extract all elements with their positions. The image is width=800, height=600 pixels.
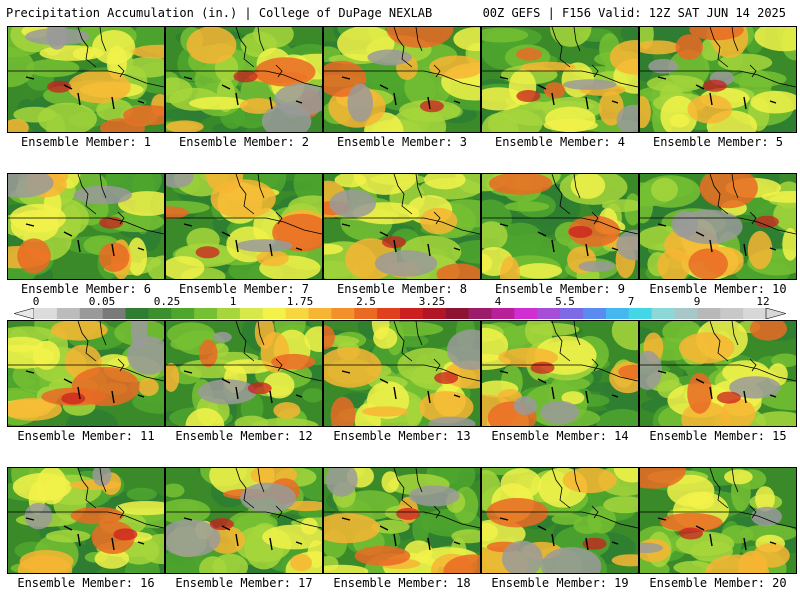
ensemble-member-label: Ensemble Member: 10 xyxy=(649,282,787,296)
ensemble-member-map xyxy=(165,467,323,574)
ensemble-member-map xyxy=(165,320,323,427)
model-valid-time: 00Z GEFS | F156 Valid: 12Z SAT JUN 14 20… xyxy=(482,6,786,20)
color-scale-tick-label: 0.05 xyxy=(88,295,116,308)
ensemble-member-label: Ensemble Member: 5 xyxy=(652,135,784,149)
ensemble-member-label: Ensemble Member: 15 xyxy=(649,429,787,443)
ensemble-member-map xyxy=(323,467,481,574)
color-scale-segment xyxy=(217,308,241,319)
color-scale-segment xyxy=(239,308,264,319)
ensemble-member-map xyxy=(323,26,481,133)
color-scale-segment xyxy=(400,308,424,319)
color-scale-segment xyxy=(651,308,676,319)
color-scale-tick-label: 5.5 xyxy=(555,295,575,308)
ensemble-member-map xyxy=(7,26,165,133)
ensemble-member-label: Ensemble Member: 6 xyxy=(20,282,152,296)
page-title: Precipitation Accumulation (in.) | Colle… xyxy=(6,6,433,20)
ensemble-member-map xyxy=(7,173,165,280)
ensemble-member-map xyxy=(323,320,481,427)
color-scale-segment xyxy=(34,308,58,319)
ensemble-member-label: Ensemble Member: 20 xyxy=(649,576,787,590)
ensemble-member-label: Ensemble Member: 13 xyxy=(333,429,471,443)
color-scale-tick-label: 4 xyxy=(494,295,502,308)
color-scale-segment xyxy=(422,308,447,319)
color-scale-tick-label: 7 xyxy=(627,295,635,308)
color-scale-segment xyxy=(468,308,493,319)
ensemble-member-label: Ensemble Member: 8 xyxy=(336,282,468,296)
ensemble-member-map xyxy=(639,26,797,133)
color-scale-segment xyxy=(491,308,515,319)
ensemble-member-label: Ensemble Member: 18 xyxy=(333,576,471,590)
color-scale-segment xyxy=(583,308,607,319)
color-scale-segment xyxy=(720,308,744,319)
ensemble-member-map xyxy=(7,320,165,427)
ensemble-member-map xyxy=(639,467,797,574)
color-scale-segment xyxy=(354,308,378,319)
color-scale-segment xyxy=(605,308,630,319)
ensemble-member-label: Ensemble Member: 7 xyxy=(178,282,310,296)
ensemble-member-label: Ensemble Member: 3 xyxy=(336,135,468,149)
ensemble-member-map xyxy=(481,320,639,427)
ensemble-member-label: Ensemble Member: 14 xyxy=(491,429,629,443)
color-scale-tick-label: 1.75 xyxy=(286,295,314,308)
color-scale-segment xyxy=(445,308,470,319)
color-scale-segment xyxy=(308,308,332,319)
color-scale-segment xyxy=(628,308,653,319)
ensemble-member-label: Ensemble Member: 19 xyxy=(491,576,629,590)
color-scale-segment xyxy=(171,308,195,319)
ensemble-member-map xyxy=(323,173,481,280)
ensemble-member-map xyxy=(481,467,639,574)
color-scale-tick-label: 3.25 xyxy=(418,295,446,308)
color-scale-tick-label: 12 xyxy=(756,295,770,308)
ensemble-member-label: Ensemble Member: 4 xyxy=(494,135,626,149)
ensemble-member-label: Ensemble Member: 1 xyxy=(20,135,152,149)
ensemble-member-map xyxy=(481,173,639,280)
ensemble-member-map xyxy=(165,26,323,133)
color-scale-segment xyxy=(560,308,584,319)
color-scale-segment xyxy=(331,308,355,319)
color-scale-segment xyxy=(194,308,218,319)
ensemble-member-label: Ensemble Member: 12 xyxy=(175,429,313,443)
color-scale-segment xyxy=(285,308,310,319)
color-scale-segment xyxy=(377,308,401,319)
color-scale-tick-label: 2.5 xyxy=(356,295,376,308)
ensemble-member-map xyxy=(7,467,165,574)
ensemble-member-label: Ensemble Member: 2 xyxy=(178,135,310,149)
color-scale-segment xyxy=(514,308,538,319)
color-scale-max-arrow xyxy=(765,308,786,319)
color-scale-segment xyxy=(125,308,149,319)
color-scale-segment xyxy=(56,308,81,319)
ensemble-member-map xyxy=(481,26,639,133)
color-scale-segment xyxy=(743,308,767,319)
ensemble-member-label: Ensemble Member: 16 xyxy=(17,576,155,590)
color-scale-tick-label: 0.25 xyxy=(153,295,181,308)
color-scale-tick-label: 9 xyxy=(693,295,701,308)
color-scale-segment xyxy=(148,308,172,319)
precipitation-color-scale xyxy=(14,308,786,319)
ensemble-member-map xyxy=(165,173,323,280)
color-scale-segment xyxy=(262,308,287,319)
ensemble-member-map xyxy=(639,320,797,427)
color-scale-segment xyxy=(674,308,698,319)
color-scale-tick-label: 0 xyxy=(32,295,40,308)
color-scale-segment xyxy=(79,308,104,319)
color-scale-min-arrow xyxy=(14,308,35,319)
ensemble-member-label: Ensemble Member: 11 xyxy=(17,429,155,443)
ensemble-member-map xyxy=(639,173,797,280)
color-scale-segment xyxy=(537,308,561,319)
color-scale-segment xyxy=(697,308,721,319)
ensemble-member-label: Ensemble Member: 17 xyxy=(175,576,313,590)
color-scale-tick-label: 1 xyxy=(229,295,237,308)
color-scale-segment xyxy=(102,308,127,319)
ensemble-member-label: Ensemble Member: 9 xyxy=(494,282,626,296)
